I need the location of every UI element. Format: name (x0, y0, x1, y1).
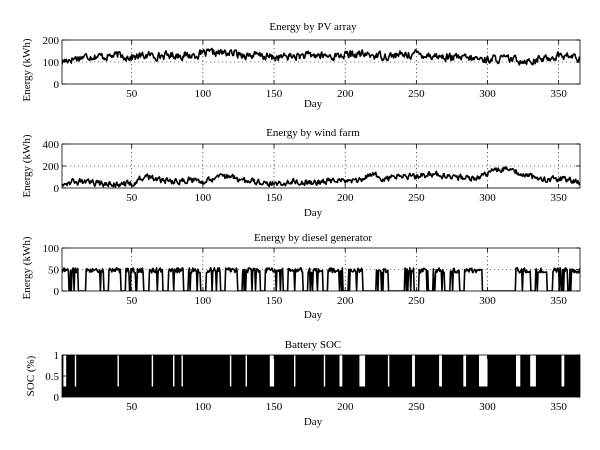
soc-gap (412, 355, 415, 387)
x-tick-label: 250 (408, 295, 425, 307)
x-tick-label: 250 (408, 192, 425, 204)
x-tick-label: 250 (408, 401, 425, 413)
x-axis-label: Day (304, 416, 323, 428)
y-tick-label: 400 (43, 139, 60, 151)
x-tick-label: 200 (337, 88, 354, 100)
soc-gap (439, 355, 442, 387)
chart-title: Battery SOC (285, 339, 342, 351)
y-tick-label: 1 (54, 350, 60, 362)
x-tick-label: 150 (266, 401, 283, 413)
soc-gap (181, 355, 183, 387)
soc-gap (294, 355, 296, 387)
soc-gap (561, 355, 565, 387)
chart-title: Energy by PV array (269, 21, 357, 33)
y-tick-label: 200 (43, 35, 60, 47)
soc-gap (516, 355, 521, 387)
x-tick-label: 50 (126, 295, 138, 307)
panel-battery-soc: Battery SOC SOC (%) Day 50 100 150 200 250 30… (25, 339, 581, 428)
x-tick-label: 50 (126, 401, 138, 413)
x-tick-label: 350 (550, 295, 567, 307)
y-tick-label: 50 (48, 265, 60, 277)
x-tick-label: 300 (479, 401, 496, 413)
x-tick-label: 350 (550, 192, 567, 204)
series-line-wind (62, 166, 580, 188)
soc-gap (359, 355, 366, 387)
soc-gap (229, 355, 232, 387)
x-tick-label: 150 (266, 88, 283, 100)
y-axis-label: Energy (kWh) (21, 236, 33, 299)
x-tick-label: 300 (479, 88, 496, 100)
y-axis-label: SOC (%) (25, 355, 37, 396)
soc-gap (463, 355, 467, 387)
soc-gap (479, 355, 488, 387)
y-tick-label: 200 (43, 161, 60, 173)
x-tick-label: 300 (479, 192, 496, 204)
x-axis-label: Day (304, 98, 323, 110)
soc-gap (387, 355, 390, 387)
y-tick-label: 0 (54, 79, 60, 91)
soc-gap (339, 355, 343, 387)
x-tick-label: 350 (550, 88, 567, 100)
soc-fill (62, 355, 580, 397)
x-axis-label: Day (304, 207, 323, 219)
soc-gap (269, 355, 275, 387)
panel-pv-array: Energy by PV array Energy (kWh) Day 50 10… (21, 21, 581, 110)
panel-diesel-generator: Energy by diesel generator Energy (kWh) … (21, 232, 581, 321)
x-tick-label: 200 (337, 295, 354, 307)
y-axis-label: Energy (kWh) (21, 38, 33, 101)
panel-wind-farm: Energy by wind farm Energy (kWh) Day 50 1… (21, 127, 581, 219)
x-tick-label: 300 (479, 295, 496, 307)
x-axis-label: Day (304, 309, 323, 321)
soc-gap (74, 355, 77, 387)
series-line-diesel (62, 266, 580, 291)
y-tick-label: 0 (54, 392, 60, 404)
x-tick-label: 100 (195, 401, 212, 413)
soc-gap (63, 355, 67, 387)
y-tick-label: 0.5 (45, 371, 59, 383)
y-tick-label: 100 (43, 243, 60, 255)
chart-title: Energy by wind farm (266, 127, 360, 139)
x-tick-label: 150 (266, 192, 283, 204)
x-tick-label: 50 (126, 88, 138, 100)
series-line-pv (62, 47, 580, 66)
x-tick-label: 100 (195, 295, 212, 307)
x-tick-label: 200 (337, 192, 354, 204)
y-axis-label: Energy (kWh) (21, 134, 33, 197)
chart-title: Energy by diesel generator (254, 232, 372, 244)
soc-gap (245, 355, 247, 387)
y-tick-label: 0 (54, 183, 60, 195)
x-tick-label: 200 (337, 401, 354, 413)
x-tick-label: 50 (126, 192, 138, 204)
x-tick-label: 250 (408, 88, 425, 100)
soc-gap (323, 355, 326, 387)
y-tick-label: 100 (43, 57, 60, 69)
x-tick-label: 100 (195, 192, 212, 204)
x-tick-label: 150 (266, 295, 283, 307)
x-tick-label: 350 (550, 401, 567, 413)
soc-gap (530, 355, 536, 387)
soc-gap (117, 355, 119, 387)
y-tick-label: 0 (54, 286, 60, 298)
x-tick-label: 100 (195, 88, 212, 100)
soc-gap (173, 355, 175, 387)
soc-gap (151, 355, 154, 387)
